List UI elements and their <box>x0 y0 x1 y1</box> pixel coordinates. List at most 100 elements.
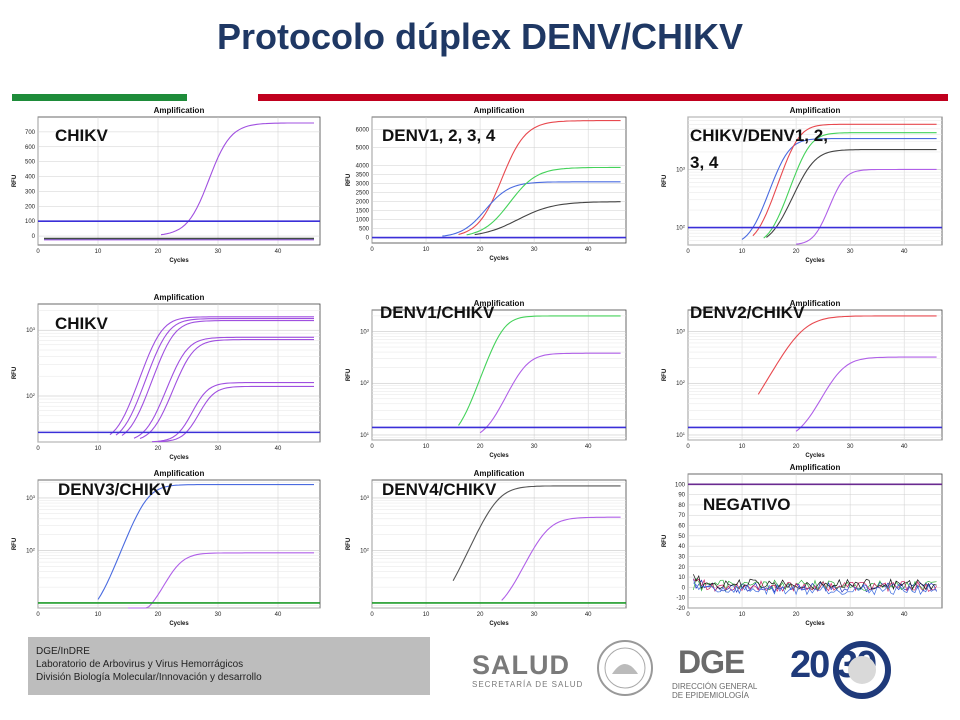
series-line <box>160 122 314 236</box>
y-axis-label: RFU <box>662 175 668 187</box>
plot-area <box>37 303 321 443</box>
x-tick-label: 40 <box>901 612 908 618</box>
panel-label: CHIKV/DENV1, 2, 3, 4 <box>690 126 828 172</box>
y-tick-label: 101 <box>360 430 370 439</box>
y-tick-label: 1000 <box>356 218 370 224</box>
chart-title: Amplification <box>474 299 525 308</box>
page-title: Protocolo dúplex DENV/CHIKV <box>216 16 744 57</box>
x-tick-label: 20 <box>155 612 162 618</box>
footer-box: DGE/InDRE Laboratorio de Arbovirus y Vir… <box>28 637 430 695</box>
series-line <box>97 484 314 600</box>
red-accent-bar <box>258 94 948 101</box>
series-line <box>109 316 314 436</box>
series-line <box>795 356 937 432</box>
x-tick-label: 20 <box>155 249 162 255</box>
series-line <box>115 318 314 436</box>
dge-logo: DGE <box>678 644 745 680</box>
x-tick-label: 0 <box>36 612 40 618</box>
y-axis-label: RFU <box>346 369 352 381</box>
y-tick-label: 2500 <box>356 191 370 197</box>
x-tick-label: 10 <box>95 249 102 255</box>
chart-svg: Amplification 0 10 20 30 40 -20 -10 0 10 20 30 40 50 6… <box>658 460 950 628</box>
x-tick-label: 20 <box>793 249 800 255</box>
y-tick-label: 3000 <box>356 182 370 188</box>
x-tick-label: 20 <box>477 444 484 450</box>
dge-logo-sub1: DIRECCIÓN GENERAL <box>672 682 758 691</box>
panel-label: DENV3/CHIKV <box>58 480 173 499</box>
y-axis-label: RFU <box>662 369 668 381</box>
series-line <box>474 201 621 236</box>
y-axis-label: RFU <box>12 175 18 187</box>
y-tick-label: 103 <box>676 327 686 336</box>
y-tick-label: 102 <box>26 392 36 401</box>
chart-title: Amplification <box>790 299 841 308</box>
y-tick-label: 3500 <box>356 173 370 179</box>
x-tick-label: 30 <box>531 247 538 253</box>
y-tick-label: 600 <box>25 145 36 151</box>
chart-svg: Amplification 0 10 20 30 40 101 102 103 Cycles RFU <box>342 296 634 460</box>
x-tick-label: 20 <box>793 612 800 618</box>
sinave-ring-icon <box>833 641 891 699</box>
y-tick-label: 50 <box>678 534 685 540</box>
x-tick-label: 40 <box>585 444 592 450</box>
y-tick-label: 103 <box>360 327 370 336</box>
x-tick-label: 10 <box>739 249 746 255</box>
x-tick-label: 30 <box>531 612 538 618</box>
x-axis-label: Cycles <box>805 258 825 264</box>
y-tick-label: 500 <box>25 160 36 166</box>
x-tick-label: 10 <box>739 444 746 450</box>
series-line <box>766 149 937 238</box>
x-tick-label: 40 <box>275 612 282 618</box>
x-tick-label: 40 <box>901 249 908 255</box>
y-tick-label: 102 <box>26 546 36 555</box>
chart-panel-6: Amplification 0 10 20 30 40 101 102 103 Cycles RFU… <box>658 296 950 460</box>
x-axis-label: Cycles <box>489 621 509 627</box>
y-tick-label: 90 <box>678 493 685 499</box>
x-tick-label: 20 <box>793 444 800 450</box>
x-tick-label: 0 <box>370 612 374 618</box>
y-tick-label: 300 <box>25 189 36 195</box>
footer-line-1: DGE/InDRE <box>36 646 90 657</box>
x-tick-label: 10 <box>423 444 430 450</box>
chart-panel-8: Amplification 0 10 20 30 40 102 103 Cycles RFU DEN… <box>342 466 634 628</box>
plot-area <box>371 479 627 609</box>
x-tick-label: 10 <box>739 612 746 618</box>
y-tick-label: 30 <box>678 554 685 560</box>
series-line <box>693 582 937 596</box>
x-axis-label: Cycles <box>169 621 189 627</box>
series-line <box>741 138 937 240</box>
chart-panel-7: Amplification 0 10 20 30 40 102 103 Cycles RFU DEN… <box>8 466 328 628</box>
chart-title: Amplification <box>154 106 205 115</box>
y-tick-label: 102 <box>360 379 370 388</box>
y-tick-label: 103 <box>360 493 370 502</box>
y-tick-label: 102 <box>676 379 686 388</box>
series-line <box>452 485 621 581</box>
y-tick-label: -20 <box>676 606 685 612</box>
y-tick-label: 5000 <box>356 146 370 152</box>
y-tick-label: 60 <box>678 524 685 530</box>
chart-svg: Amplification 0 10 20 30 40 102 103 Cycles RFU <box>658 103 950 265</box>
panel-label: CHIKV <box>55 314 108 333</box>
x-tick-label: 0 <box>686 444 690 450</box>
series-line <box>121 320 314 436</box>
chart-panel-2: Amplification 0 10 20 30 40 0 500 1000 1500 2000 25… <box>342 103 634 263</box>
chart-svg: Amplification 0 10 20 30 40 101 102 103 Cycles RFU <box>658 296 950 460</box>
x-tick-label: 20 <box>477 247 484 253</box>
series-line <box>501 516 621 601</box>
chart-svg: Amplification 0 10 20 30 40 102 103 Cycles RFU <box>342 466 634 628</box>
x-tick-label: 0 <box>686 249 690 255</box>
series-line <box>752 123 937 237</box>
chart-panel-1: Amplification 0 10 20 30 40 0 100 200 300 400 500 60… <box>8 103 328 265</box>
x-tick-label: 20 <box>155 446 162 452</box>
x-tick-label: 40 <box>901 444 908 450</box>
y-tick-label: 100 <box>25 219 36 225</box>
panel-label: CHIKV <box>55 126 108 145</box>
series-line <box>133 336 314 439</box>
plot-area <box>37 479 321 609</box>
x-tick-label: 40 <box>275 249 282 255</box>
y-tick-label: 80 <box>678 503 685 509</box>
dge-logo-sub2: DE EPIDEMIOLOGÍA <box>672 691 749 700</box>
salud-logo: SALUD <box>472 650 570 680</box>
x-tick-label: 0 <box>370 247 374 253</box>
y-tick-label: 40 <box>678 544 685 550</box>
